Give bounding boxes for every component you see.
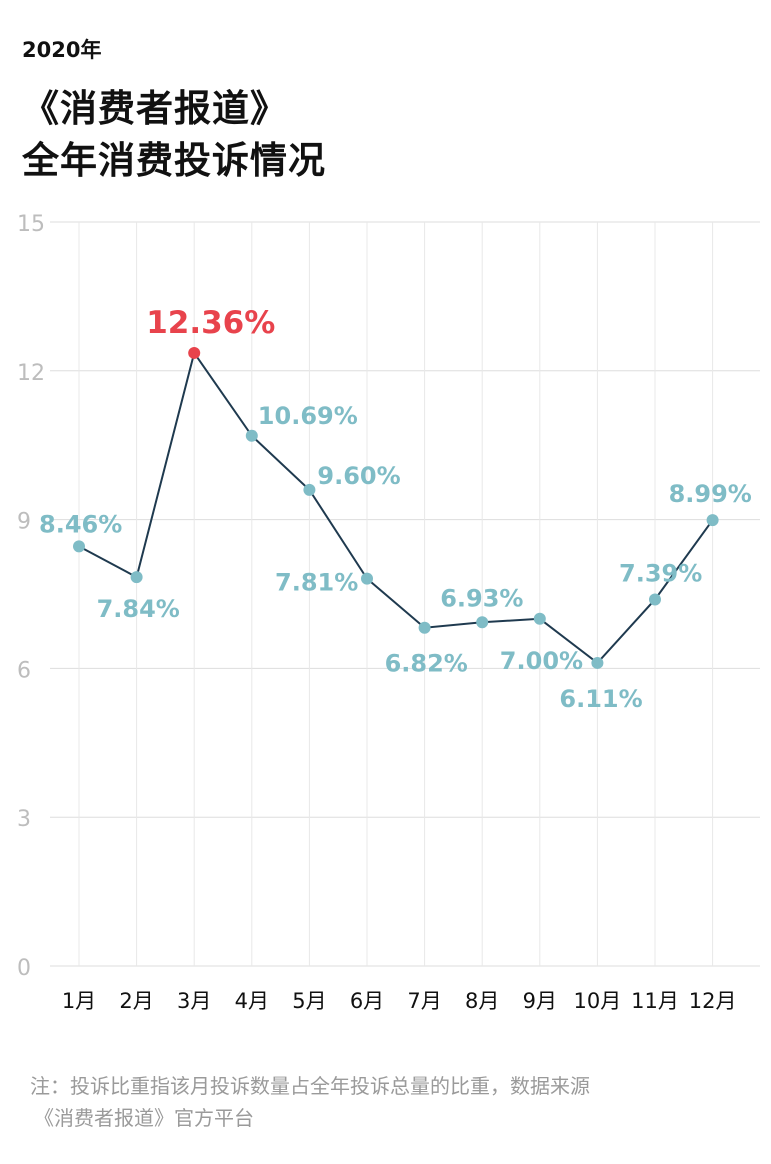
data-label-highlight: 12.36% — [146, 305, 275, 341]
data-point — [303, 483, 316, 496]
x-tick-label: 4月 — [235, 989, 269, 1013]
x-tick-label: 7月 — [407, 989, 441, 1013]
chart-title-line1: 《消费者报道》 — [22, 87, 288, 130]
data-label: 8.46% — [39, 510, 122, 538]
footnote-line1: 注：投诉比重指该月投诉数量占全年投诉总量的比重，数据来源 — [30, 1074, 590, 1098]
data-label: 10.69% — [258, 402, 358, 430]
y-tick-label: 9 — [17, 510, 31, 535]
x-tick-label: 2月 — [119, 989, 153, 1013]
x-tick-label: 5月 — [292, 989, 326, 1013]
data-label: 8.99% — [669, 480, 752, 508]
data-label: 7.00% — [500, 647, 583, 675]
data-label: 7.39% — [619, 559, 702, 587]
x-tick-label: 1月 — [62, 989, 96, 1013]
series-line — [78, 350, 714, 665]
y-tick-label: 15 — [17, 212, 45, 237]
x-tick-label: 8月 — [465, 989, 499, 1013]
x-tick-label: 3月 — [177, 989, 211, 1013]
y-tick-label: 0 — [17, 956, 31, 981]
data-point — [418, 621, 431, 634]
chart-year: 2020年 — [22, 38, 102, 62]
y-tick-label: 12 — [17, 361, 45, 386]
y-tick-label: 3 — [17, 807, 31, 832]
data-point — [476, 616, 489, 629]
x-tick-label: 11月 — [631, 989, 679, 1013]
data-label: 7.81% — [275, 569, 358, 597]
data-point — [245, 429, 258, 442]
data-point-highlight — [188, 346, 201, 359]
chart-title-line2: 全年消费投诉情况 — [22, 139, 326, 182]
data-label: 9.60% — [317, 462, 400, 490]
data-point — [533, 612, 546, 625]
x-tick-label: 9月 — [523, 989, 557, 1013]
data-point — [591, 656, 604, 669]
data-label: 6.93% — [440, 584, 523, 612]
data-point — [706, 514, 719, 527]
x-tick-label: 12月 — [689, 989, 737, 1013]
data-point — [73, 540, 85, 553]
footnote-line2: 《消费者报道》官方平台 — [34, 1106, 254, 1130]
data-label: 7.84% — [97, 595, 180, 623]
data-point — [130, 571, 143, 584]
data-point — [649, 593, 661, 606]
y-tick-label: 6 — [17, 658, 31, 683]
data-label: 6.82% — [385, 650, 468, 678]
data-point — [361, 572, 373, 585]
x-tick-label: 10月 — [574, 989, 622, 1013]
data-label: 6.11% — [559, 685, 642, 713]
x-tick-label: 6月 — [350, 989, 384, 1013]
